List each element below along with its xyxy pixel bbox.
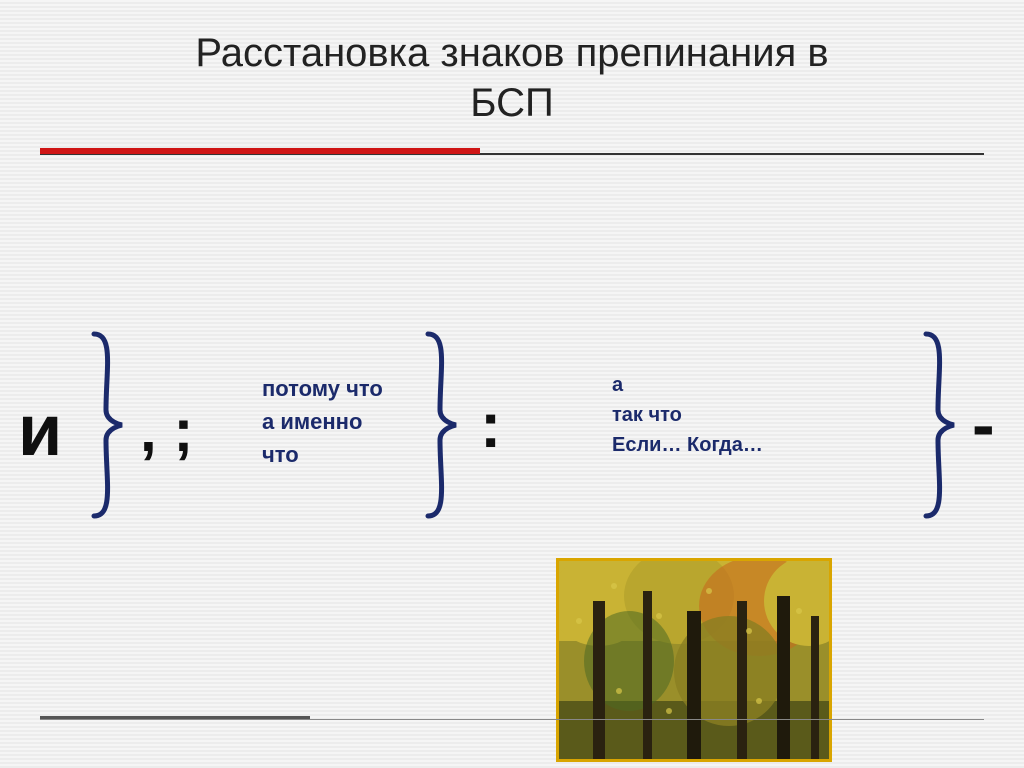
word-potomu-chto: потому что <box>262 372 383 405</box>
brace-3 <box>918 330 958 520</box>
words-group-3: а так что Если… Когда… <box>612 370 763 460</box>
word-esli-kogda: Если… Когда… <box>612 430 763 460</box>
punct-dash: - <box>972 386 995 464</box>
bottom-rule <box>40 716 984 722</box>
title-line-2: БСП <box>0 78 1024 128</box>
words-group-2: потому что а именно что <box>262 372 383 471</box>
title-redbar <box>40 148 480 154</box>
forest-svg <box>559 561 829 759</box>
title-underline <box>40 148 984 156</box>
punct-comma-semicolon: , ; <box>140 396 193 465</box>
bottom-rule-long <box>40 719 984 720</box>
word-a: а <box>612 370 763 400</box>
title-line-1: Расстановка знаков препинания в <box>0 28 1024 78</box>
bottom-rule-short <box>40 716 310 719</box>
word-chto: что <box>262 438 383 471</box>
word-tak-chto: так что <box>612 400 763 430</box>
punct-colon: : <box>480 388 501 462</box>
punctuation-diagram: и , ; потому что а именно что : а так чт… <box>0 330 1024 550</box>
slide: Расстановка знаков препинания в БСП и , … <box>0 0 1024 768</box>
autumn-forest-image <box>556 558 832 762</box>
brace-2 <box>420 330 460 520</box>
page-title: Расстановка знаков препинания в БСП <box>0 0 1024 128</box>
word-a-imenno: а именно <box>262 405 383 438</box>
brace-1 <box>86 330 126 520</box>
conjunction-i: и <box>18 390 62 472</box>
